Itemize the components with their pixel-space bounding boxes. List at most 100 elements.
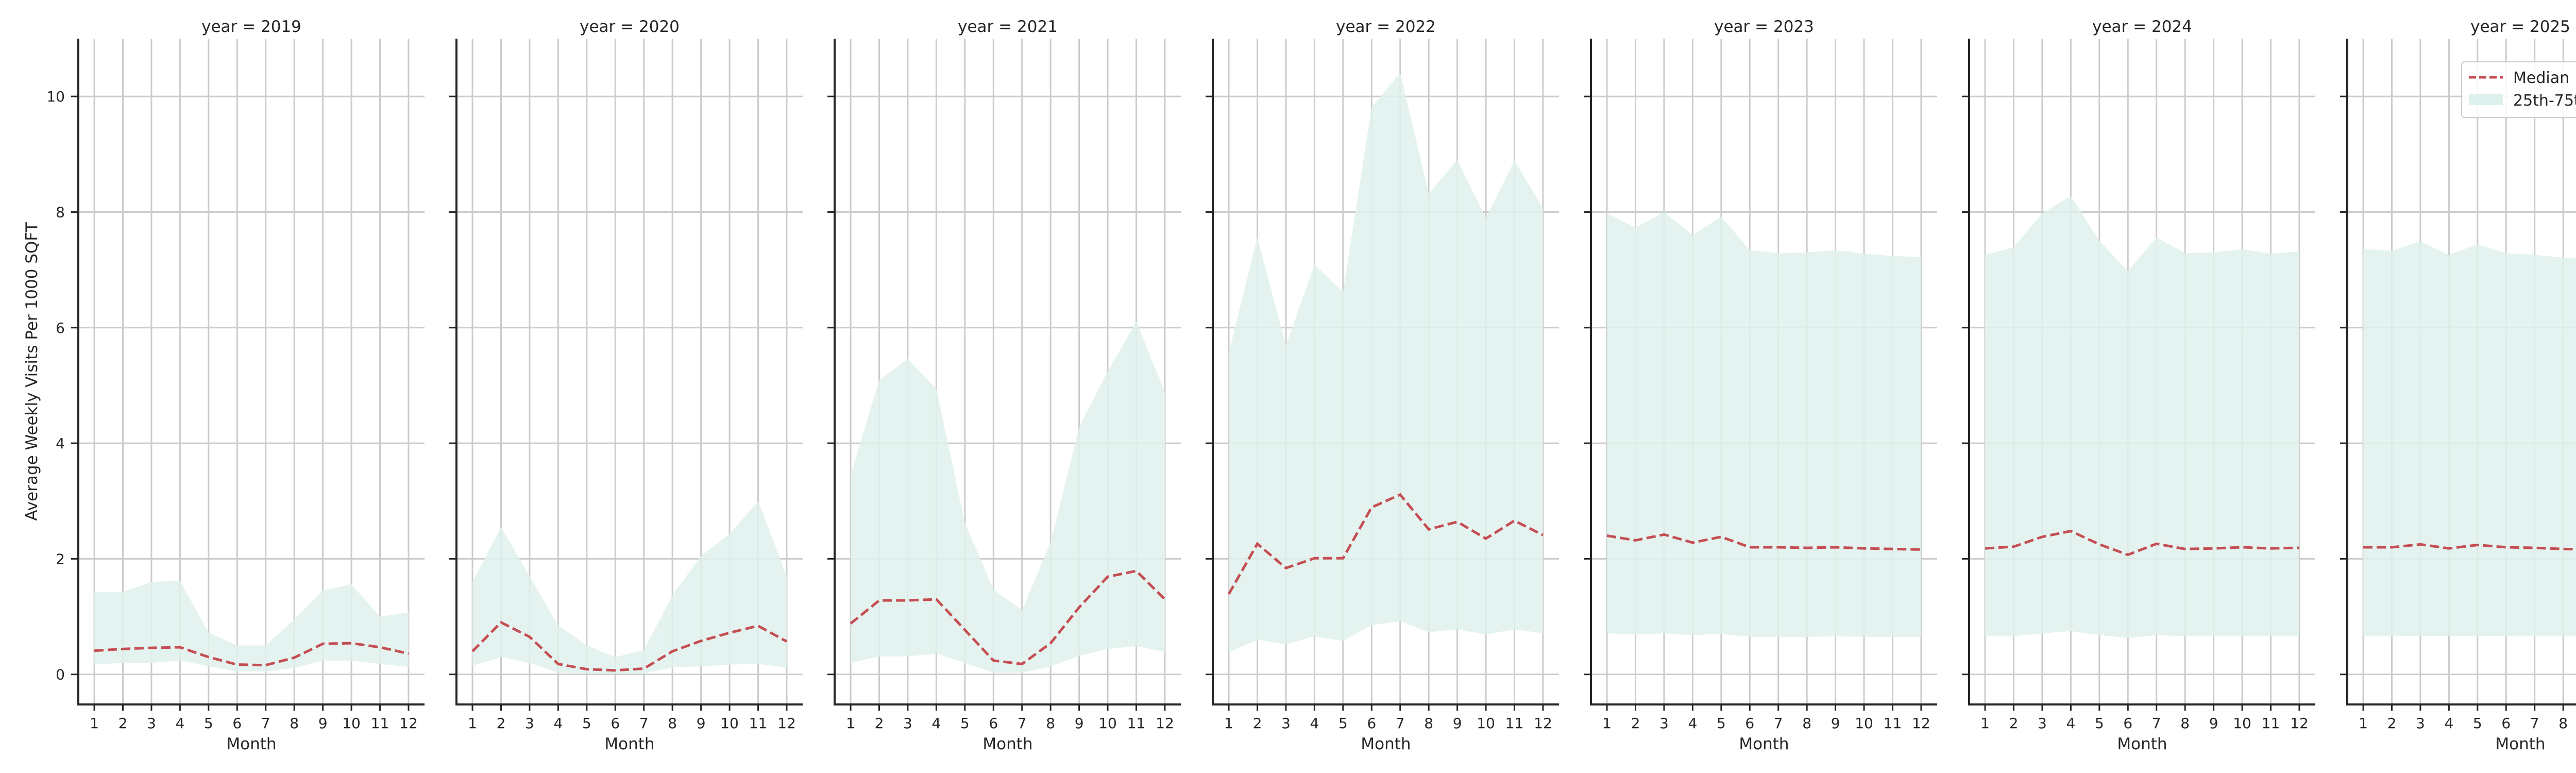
y-tick-label: 4 (56, 435, 65, 452)
x-tick-label: 7 (2152, 715, 2161, 732)
x-tick-label: 2 (1253, 715, 1262, 732)
x-tick-label: 4 (1310, 715, 1319, 732)
x-tick-label: 5 (1338, 715, 1348, 732)
x-tick-label: 11 (371, 715, 389, 732)
legend-band-swatch (2469, 94, 2503, 105)
x-tick-label: 6 (989, 715, 998, 732)
x-axis-label: Month (1361, 735, 1411, 753)
facet-title: year = 2021 (958, 18, 1058, 36)
y-tick-label: 2 (56, 550, 65, 567)
x-tick-label: 8 (2180, 715, 2190, 732)
x-tick-label: 3 (525, 715, 534, 732)
x-tick-label: 2 (497, 715, 506, 732)
x-tick-label: 12 (1156, 715, 1174, 732)
x-axis-label: Month (1739, 735, 1789, 753)
x-tick-label: 5 (1717, 715, 1726, 732)
x-tick-label: 2 (118, 715, 128, 732)
median-line (1606, 533, 1922, 551)
percentile-band (1985, 196, 2299, 638)
x-tick-label: 6 (611, 715, 620, 732)
x-tick-label: 3 (147, 715, 156, 732)
median-line (2363, 543, 2576, 551)
x-tick-label: 11 (1505, 715, 1524, 732)
x-tick-label: 3 (2416, 715, 2425, 732)
x-tick-label: 7 (2530, 715, 2539, 732)
x-tick-label: 3 (1659, 715, 1669, 732)
x-tick-label: 4 (2066, 715, 2075, 732)
x-tick-label: 9 (697, 715, 706, 732)
x-tick-label: 12 (777, 715, 796, 732)
legend-band-label: 25th-75th Percentile (2513, 92, 2576, 110)
x-tick-label: 5 (204, 715, 213, 732)
x-tick-label: 9 (1453, 715, 1462, 732)
x-tick-label: 10 (1855, 715, 1873, 732)
x-tick-label: 1 (1602, 715, 1612, 732)
x-tick-label: 4 (175, 715, 184, 732)
x-tick-label: 1 (2359, 715, 2368, 732)
x-tick-label: 4 (1688, 715, 1697, 732)
x-tick-label: 7 (261, 715, 270, 732)
x-tick-label: 8 (1802, 715, 1811, 732)
x-tick-label: 1 (468, 715, 477, 732)
x-tick-label: 7 (1396, 715, 1405, 732)
x-tick-label: 1 (1980, 715, 1990, 732)
x-tick-label: 5 (2095, 715, 2104, 732)
x-tick-label: 6 (232, 715, 242, 732)
x-tick-label: 12 (1912, 715, 1930, 732)
median-line (850, 569, 1166, 666)
x-tick-label: 12 (399, 715, 418, 732)
x-tick-label: 6 (2123, 715, 2132, 732)
x-tick-label: 11 (749, 715, 768, 732)
x-tick-label: 2 (875, 715, 884, 732)
x-tick-label: 3 (1281, 715, 1291, 732)
y-tick-label: 6 (56, 320, 65, 337)
x-tick-label: 11 (2262, 715, 2280, 732)
facet-title: year = 2019 (201, 18, 301, 36)
x-tick-label: 9 (2209, 715, 2218, 732)
x-tick-label: 8 (2558, 715, 2568, 732)
x-tick-label: 3 (2038, 715, 2047, 732)
x-tick-label: 2 (1631, 715, 1640, 732)
percentile-band (94, 580, 409, 672)
x-tick-label: 11 (1884, 715, 1902, 732)
x-tick-label: 11 (1127, 715, 1146, 732)
x-tick-label: 10 (2233, 715, 2251, 732)
x-axis-label: Month (604, 735, 654, 753)
facet-title: year = 2025 (2470, 18, 2570, 36)
x-tick-label: 6 (1367, 715, 1376, 732)
legend-median-label: Median (2513, 69, 2569, 87)
percentile-band (1229, 73, 1543, 653)
y-tick-label: 0 (56, 666, 65, 683)
x-axis-label: Month (226, 735, 276, 753)
x-tick-label: 1 (90, 715, 99, 732)
x-tick-label: 10 (1477, 715, 1495, 732)
percentile-band (851, 321, 1165, 673)
y-axis-label: Average Weekly Visits Per 1000 SQFT (23, 222, 41, 520)
percentile-band (472, 501, 787, 674)
x-tick-label: 9 (318, 715, 328, 732)
facet-title: year = 2020 (580, 18, 680, 36)
x-tick-label: 2 (2009, 715, 2019, 732)
x-tick-label: 9 (1075, 715, 1084, 732)
median-line (94, 642, 409, 667)
percentile-band (2363, 241, 2576, 636)
x-tick-label: 9 (1831, 715, 1840, 732)
facet-title: year = 2024 (2092, 18, 2192, 36)
median-line (1227, 493, 1544, 595)
x-tick-label: 7 (1018, 715, 1027, 732)
y-tick-label: 8 (56, 204, 65, 221)
x-tick-label: 5 (582, 715, 591, 732)
facet-title: year = 2022 (1336, 18, 1436, 36)
x-tick-label: 4 (931, 715, 941, 732)
x-tick-label: 12 (2290, 715, 2309, 732)
x-tick-label: 10 (720, 715, 739, 732)
x-tick-label: 1 (846, 715, 855, 732)
x-tick-label: 8 (1046, 715, 1055, 732)
y-tick-label: 10 (46, 88, 65, 105)
